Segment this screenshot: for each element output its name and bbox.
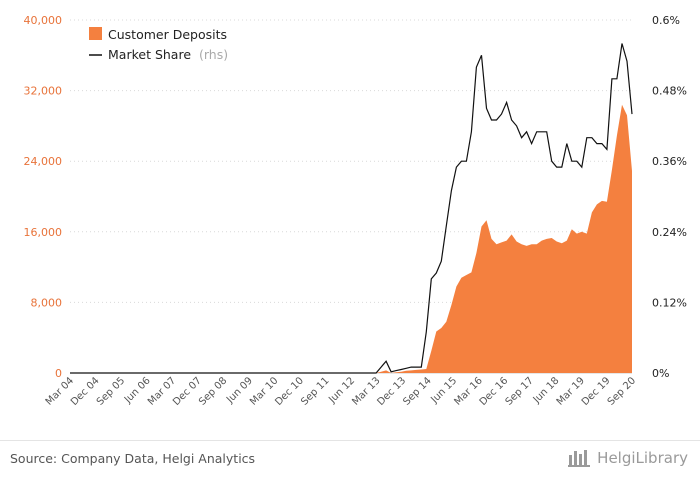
x-tick-label: Sep 14	[401, 375, 433, 407]
brand-text: HelgiLibrary	[597, 449, 688, 467]
brand-logo: HelgiLibrary	[568, 449, 688, 467]
x-tick-label: Sep 08	[197, 375, 229, 407]
right-tick-label: 0.36%	[652, 155, 687, 168]
legend-label-deposits: Customer Deposits	[108, 27, 227, 42]
market-share-line	[70, 43, 633, 374]
footer-divider	[0, 440, 700, 441]
x-tick-label: Sep 11	[299, 375, 331, 407]
legend-label-share-name: Market Share	[108, 47, 191, 62]
left-tick-label: 32,000	[24, 85, 63, 98]
chart: 0 8,000 16,000 24,000 32,000 40,000 0% 0.12% 0.…	[24, 14, 687, 408]
left-tick-label: 0	[55, 367, 62, 380]
legend: Customer Deposits Market Share (rhs)	[89, 27, 228, 62]
x-tick-label: Sep 17	[504, 375, 536, 407]
right-tick-label: 0.48%	[652, 85, 687, 98]
legend-label-share: Market Share (rhs)	[108, 47, 228, 62]
left-tick-label: 40,000	[24, 14, 63, 27]
left-tick-label: 24,000	[24, 155, 63, 168]
legend-label-share-suffix: (rhs)	[199, 47, 228, 62]
x-tick-label: Sep 05	[95, 375, 127, 407]
source-note: Source: Company Data, Helgi Analytics	[10, 451, 256, 466]
customer-deposits-area	[70, 104, 632, 373]
right-tick-label: 0.12%	[652, 296, 687, 309]
x-tick-label: Sep 20	[606, 375, 638, 407]
library-logo-icon	[568, 450, 591, 467]
legend-swatch-deposits	[89, 27, 102, 40]
left-tick-label: 16,000	[24, 226, 63, 239]
right-axis-ticks: 0% 0.12% 0.24% 0.36% 0.48% 0.6%	[652, 14, 687, 380]
right-tick-label: 0.6%	[652, 14, 680, 27]
right-tick-label: 0.24%	[652, 226, 687, 239]
right-tick-label: 0%	[652, 367, 669, 380]
left-tick-label: 8,000	[31, 296, 63, 309]
left-axis-ticks: 0 8,000 16,000 24,000 32,000 40,000	[24, 14, 63, 380]
